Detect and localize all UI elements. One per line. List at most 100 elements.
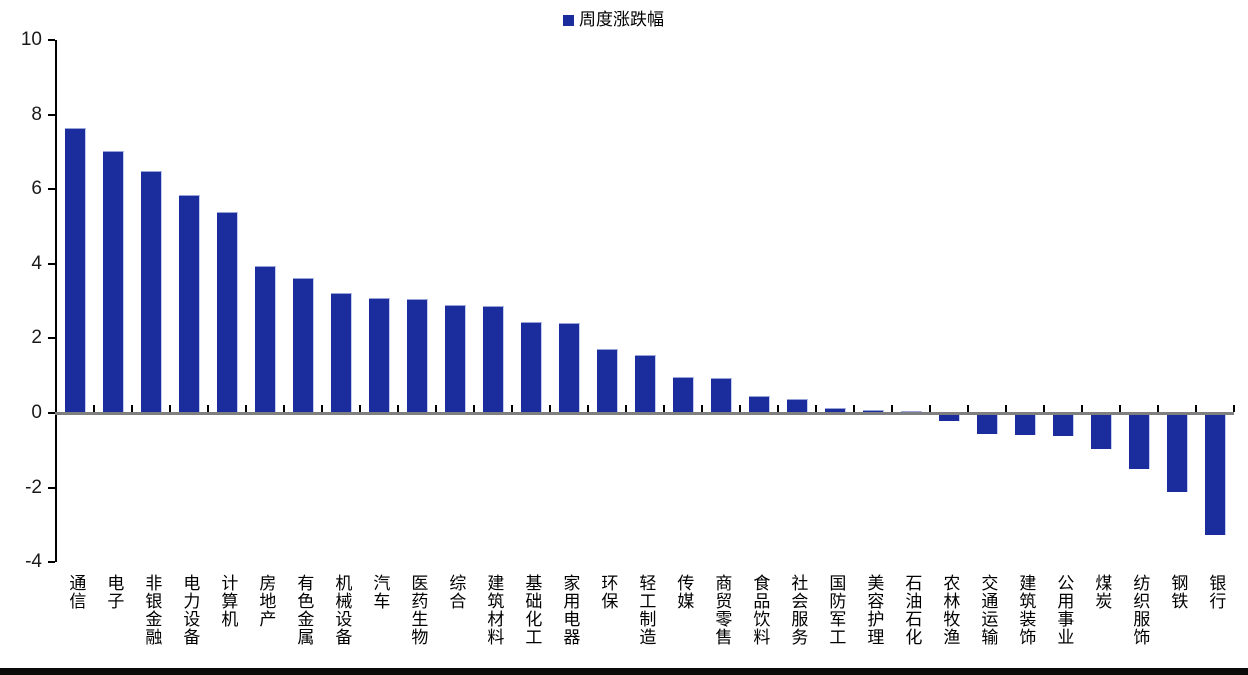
y-tick-label: 6	[31, 178, 42, 200]
x-axis-label: 美容护理	[864, 574, 884, 646]
x-axis-tick	[929, 405, 931, 412]
bar-综合	[445, 304, 466, 414]
bar-家用电器	[559, 322, 580, 414]
legend-swatch	[563, 14, 574, 26]
bar-基础化工	[521, 321, 542, 414]
x-axis-tick	[891, 405, 893, 412]
y-tick-label: -2	[25, 476, 42, 498]
x-axis-tick	[663, 405, 665, 412]
x-axis-label: 建筑装饰	[1016, 574, 1036, 646]
x-axis-label: 公用事业	[1054, 574, 1074, 646]
y-tick-label: 8	[31, 103, 42, 125]
y-axis-tick	[48, 39, 55, 41]
x-axis-label: 传媒	[674, 574, 694, 610]
x-axis-tick	[55, 405, 57, 412]
x-axis-label: 有色金属	[294, 574, 314, 646]
x-axis-tick	[1043, 405, 1045, 412]
x-axis-tick	[1081, 405, 1083, 412]
x-axis-tick	[815, 405, 817, 412]
bar-钢铁	[1167, 414, 1188, 492]
x-axis-label: 通信	[66, 574, 86, 610]
bar-轻工制造	[635, 355, 656, 414]
x-axis-label: 食品饮料	[750, 574, 770, 646]
x-axis-label: 环保	[598, 574, 618, 610]
x-axis-tick	[207, 405, 209, 412]
x-axis-label: 银行	[1206, 574, 1226, 610]
x-axis-tick	[245, 405, 247, 412]
x-axis-label: 纺织服饰	[1130, 574, 1150, 646]
bar-汽车	[369, 298, 390, 414]
x-axis-tick	[777, 405, 779, 412]
x-axis-tick	[739, 405, 741, 412]
bar-房地产	[255, 265, 276, 414]
x-axis-label: 钢铁	[1168, 574, 1188, 610]
x-axis-label: 综合	[446, 574, 466, 610]
x-axis-label: 房地产	[256, 574, 276, 628]
y-axis-tick	[48, 337, 55, 340]
y-axis-tick	[48, 412, 55, 414]
x-axis-tick	[473, 405, 475, 412]
legend: 周度涨跌幅	[563, 10, 664, 30]
y-axis-tick	[48, 561, 55, 564]
bar-通信	[65, 127, 86, 414]
y-axis-tick	[48, 113, 55, 116]
x-axis-tick	[587, 405, 589, 412]
bar-社会服务	[787, 398, 808, 414]
x-axis-label: 轻工制造	[636, 574, 656, 646]
bar-机械设备	[331, 293, 352, 414]
x-axis-tick	[625, 405, 627, 412]
y-tick-label: -4	[25, 551, 42, 573]
bar-煤炭	[1091, 414, 1112, 449]
x-axis-label: 非银金融	[142, 574, 162, 646]
bottom-border-strip	[0, 668, 1248, 675]
bar-食品饮料	[749, 396, 770, 414]
legend-label: 周度涨跌幅	[579, 10, 664, 29]
x-axis-tick	[321, 405, 323, 412]
x-axis-label: 煤炭	[1092, 574, 1112, 610]
x-axis-label: 电力设备	[180, 574, 200, 646]
x-axis-tick	[397, 405, 399, 412]
bar-建筑材料	[483, 306, 504, 414]
bar-国防军工	[825, 407, 846, 414]
bar-非银金融	[141, 170, 162, 414]
bar-公用事业	[1053, 414, 1074, 437]
y-axis-line	[55, 40, 57, 563]
bar-传媒	[673, 376, 694, 414]
x-axis-label: 计算机	[218, 574, 238, 628]
bar-商贸零售	[711, 378, 732, 414]
bar-电力设备	[179, 195, 200, 414]
x-axis-tick	[1195, 405, 1197, 412]
x-axis-tick	[131, 405, 133, 412]
x-axis-label: 医药生物	[408, 574, 428, 646]
x-axis-tick	[1005, 405, 1007, 412]
x-axis-label: 汽车	[370, 574, 390, 610]
x-axis-tick	[967, 405, 969, 412]
x-axis-tick	[511, 405, 513, 412]
x-axis-tick	[435, 405, 437, 412]
x-axis-tick	[1157, 405, 1159, 412]
x-axis-label: 农林牧渔	[940, 574, 960, 646]
x-axis-label: 交通运输	[978, 574, 998, 646]
y-axis-tick	[48, 188, 55, 191]
y-axis-tick	[48, 262, 55, 265]
bar-医药生物	[407, 299, 428, 414]
y-tick-label: 2	[31, 327, 42, 349]
bar-有色金属	[293, 278, 314, 414]
bar-环保	[597, 348, 618, 414]
x-axis-label: 建筑材料	[484, 574, 504, 646]
x-axis-tick	[701, 405, 703, 412]
y-tick-label: 10	[20, 29, 42, 50]
x-axis-label: 机械设备	[332, 574, 352, 646]
x-axis-zero-line	[55, 412, 1234, 415]
x-axis-label: 基础化工	[522, 574, 542, 646]
x-axis-label: 电子	[104, 574, 124, 610]
x-axis-tick	[549, 405, 551, 412]
x-axis-label: 商贸零售	[712, 574, 732, 646]
y-tick-label: 4	[31, 252, 42, 274]
bar-电子	[103, 151, 124, 414]
x-axis-tick	[359, 405, 361, 412]
x-axis-label: 石油石化	[902, 574, 922, 646]
x-axis-tick	[93, 405, 95, 412]
bar-交通运输	[977, 414, 998, 434]
